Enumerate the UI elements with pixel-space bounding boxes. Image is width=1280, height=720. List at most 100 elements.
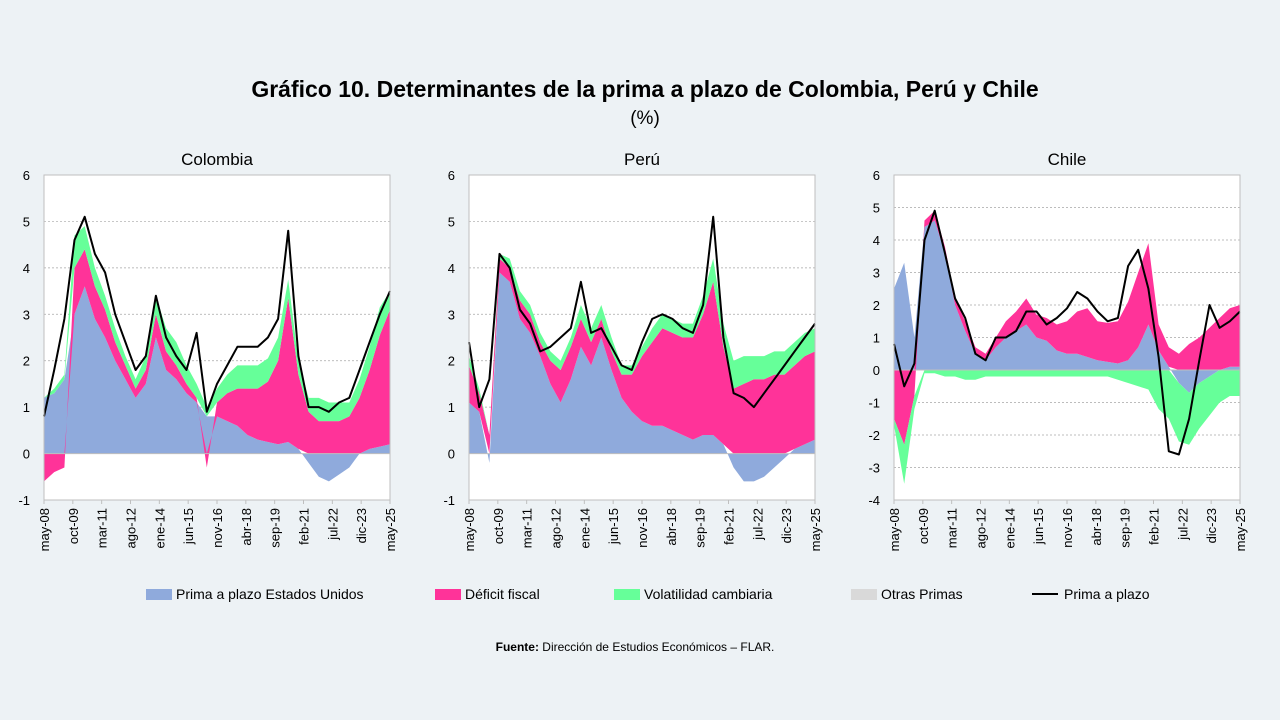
x-tick-label: jun-15 — [181, 508, 196, 545]
y-tick-label: 6 — [873, 168, 880, 183]
x-tick-label: ago-12 — [974, 508, 989, 548]
x-tick-label: oct-09 — [491, 508, 506, 544]
y-tick-label: 3 — [23, 307, 30, 322]
x-tick-label: may-25 — [808, 508, 823, 551]
y-tick-label: 3 — [873, 266, 880, 281]
y-tick-label: 5 — [448, 214, 455, 229]
panel-title: Chile — [1048, 150, 1087, 169]
x-tick-label: sep-19 — [1118, 508, 1133, 548]
x-tick-label: abr-18 — [664, 508, 679, 546]
area-prima-a-plazo-estados-unidos — [44, 286, 390, 482]
x-tick-label: abr-18 — [1089, 508, 1104, 546]
y-tick-label: -1 — [868, 396, 880, 411]
chart-subtitle: (%) — [630, 108, 660, 129]
x-tick-label: ene-14 — [1002, 508, 1017, 548]
x-tick-label: ene-14 — [152, 508, 167, 548]
x-tick-label: may-08 — [462, 508, 477, 551]
legend-item-other-premiums: Otras Primas — [851, 586, 963, 602]
y-tick-label: -3 — [868, 461, 880, 476]
source-text: Dirección de Estudios Económicos – FLAR. — [538, 640, 775, 654]
line-prima-a-plazo — [893, 209, 1241, 456]
x-tick-label: oct-09 — [66, 508, 81, 544]
x-tick-label: ago-12 — [124, 508, 139, 548]
y-tick-label: 0 — [448, 447, 455, 462]
y-tick-label: 5 — [873, 201, 880, 216]
panel-title: Perú — [624, 150, 660, 169]
legend-label: Prima a plazo — [1064, 586, 1150, 602]
x-tick-label: nov-16 — [635, 508, 650, 548]
x-tick-label: oct-09 — [916, 508, 931, 544]
x-tick-label: mar-11 — [945, 508, 960, 548]
legend-label: Déficit fiscal — [465, 586, 540, 602]
x-tick-label: jul-22 — [1175, 508, 1190, 541]
x-tick-label: sep-19 — [268, 508, 283, 548]
legend-swatch — [851, 588, 877, 600]
colombia-chart: Colombia -1 0 1 2 3 4 5 6 may-08 oct-09 mar-11 ago-1… — [18, 150, 398, 551]
legend-item-fiscal-deficit: Déficit fiscal — [435, 586, 540, 602]
x-tick-label: feb-21 — [722, 508, 737, 545]
area-volatilidad-cambiaria — [894, 370, 1240, 484]
legend: Prima a plazo Estados Unidos Déficit fis… — [0, 586, 1280, 606]
y-tick-label: 6 — [23, 168, 30, 183]
legend-label: Volatilidad cambiaria — [644, 586, 773, 602]
x-tick-label: ago-12 — [549, 508, 564, 548]
y-tick-label: 0 — [23, 447, 30, 462]
x-tick-label: may-08 — [37, 508, 52, 551]
y-tick-label: 0 — [873, 363, 880, 378]
y-tick-label: 4 — [448, 261, 455, 276]
source-note: Fuente: Dirección de Estudios Económicos… — [0, 640, 1270, 654]
x-tick-label: mar-11 — [520, 508, 535, 548]
legend-item-term-premium: Prima a plazo — [1032, 586, 1150, 602]
y-tick-label: 2 — [873, 298, 880, 313]
panel-title: Colombia — [181, 150, 253, 169]
y-tick-label: 6 — [448, 168, 455, 183]
x-tick-label: may-25 — [1233, 508, 1248, 551]
y-tick-label: 1 — [873, 331, 880, 346]
y-tick-label: -1 — [18, 493, 30, 508]
x-tick-label: feb-21 — [297, 508, 312, 545]
area-deficit-fiscal — [894, 210, 1240, 445]
x-tick-label: jun-15 — [606, 508, 621, 545]
x-tick-label: dic-23 — [1204, 508, 1219, 543]
area-volatilidad-cambiaria — [44, 226, 390, 422]
line-prima-a-plazo — [468, 215, 816, 409]
legend-label: Prima a plazo Estados Unidos — [176, 586, 364, 602]
x-tick-label: abr-18 — [239, 508, 254, 546]
x-tick-label: may-25 — [383, 508, 398, 551]
x-tick-label: dic-23 — [354, 508, 369, 543]
y-tick-label: 4 — [23, 261, 30, 276]
legend-swatch — [435, 588, 461, 600]
area-prima-a-plazo-estados-unidos — [469, 272, 815, 482]
legend-item-us-term-premium: Prima a plazo Estados Unidos — [146, 586, 364, 602]
y-tick-label: 4 — [873, 233, 880, 248]
peru-chart: Perú -1 0 1 2 3 4 5 6 may-08 oct-09 mar-11 ago-12 ene… — [443, 150, 823, 551]
x-tick-label: dic-23 — [779, 508, 794, 543]
x-tick-label: jun-15 — [1031, 508, 1046, 545]
legend-swatch — [614, 588, 640, 600]
x-tick-label: jul-22 — [325, 508, 340, 541]
y-tick-label: 5 — [23, 214, 30, 229]
y-tick-label: -4 — [868, 493, 880, 508]
chart-title: Gráfico 10. Determinantes de la prima a … — [251, 76, 1039, 102]
area-prima-a-plazo-estados-unidos — [894, 220, 1240, 393]
chile-chart: Chile -4 -3 -2 -1 0 1 2 3 4 5 6 may-08 oct-09 mar-11 ag… — [868, 150, 1248, 551]
legend-label: Otras Primas — [881, 586, 963, 602]
x-tick-label: may-08 — [887, 508, 902, 551]
x-tick-label: sep-19 — [693, 508, 708, 548]
legend-line — [1032, 593, 1058, 595]
y-tick-label: 1 — [23, 400, 30, 415]
area-deficit-fiscal — [44, 249, 390, 482]
x-tick-label: nov-16 — [1060, 508, 1075, 548]
x-tick-label: nov-16 — [210, 508, 225, 548]
y-tick-label: 3 — [448, 307, 455, 322]
source-label: Fuente: — [495, 640, 539, 654]
x-tick-label: ene-14 — [577, 508, 592, 548]
x-tick-label: mar-11 — [95, 508, 110, 548]
legend-swatch — [146, 588, 172, 600]
y-tick-label: -2 — [868, 428, 880, 443]
y-tick-label: -1 — [443, 493, 455, 508]
x-tick-label: feb-21 — [1147, 508, 1162, 545]
line-prima-a-plazo — [43, 215, 391, 417]
x-tick-label: jul-22 — [750, 508, 765, 541]
legend-item-fx-volatility: Volatilidad cambiaria — [614, 586, 772, 602]
